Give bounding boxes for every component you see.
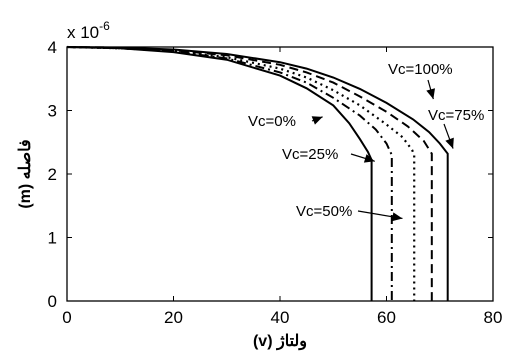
annotation-label-vc-75: Vc=75% (428, 107, 484, 124)
y-tick-label: 4 (48, 38, 57, 57)
series-line-vc-25 (66, 46, 393, 301)
annotation-arrowhead-vc-100 (426, 88, 435, 100)
y-axis-title: فاصله (m) (17, 139, 34, 208)
x-axis-title: ولتاژ (v) (253, 333, 307, 351)
annotation-arrowhead-vc-75 (445, 137, 454, 149)
series-layer (66, 45, 449, 301)
annotation-label-vc-100: Vc=100% (388, 61, 453, 78)
annotation-label-vc-25: Vc=25% (282, 146, 338, 163)
x-tick-label: 20 (164, 308, 183, 327)
y-multiplier-exponent: -6 (99, 19, 110, 33)
annotation-label-vc-0: Vc=0% (248, 113, 296, 130)
y-tick-label: 3 (48, 102, 57, 121)
annotation-arrowhead-vc-50 (391, 212, 403, 222)
series-line-vc-75 (66, 46, 433, 301)
series-line-vc-100 (66, 46, 449, 301)
tick-layer: 0 20 40 60 80 0 1 2 3 4 (48, 38, 503, 327)
y-tick-label: 0 (48, 292, 57, 311)
x-tick-label: 60 (377, 308, 396, 327)
annotation-arrowhead-vc-25 (363, 154, 375, 163)
x-tick-label: 40 (271, 308, 290, 327)
y-multiplier-base: x 10 (67, 23, 99, 42)
annotation-label-vc-50: Vc=50% (296, 203, 352, 220)
y-multiplier-label: x 10-6 (67, 19, 110, 42)
series-line-vc-50 (66, 45, 416, 301)
y-tick-label: 1 (48, 229, 57, 248)
annotation-arrowhead-vc-0 (311, 116, 323, 125)
series-line-vc-0 (66, 46, 373, 301)
annotation-layer: Vc=100% Vc=75% Vc=0% Vc=25% Vc=50% (248, 61, 484, 222)
x-tick-label: 80 (484, 308, 503, 327)
x-tick-label: 0 (62, 308, 71, 327)
y-tick-label: 2 (48, 165, 57, 184)
